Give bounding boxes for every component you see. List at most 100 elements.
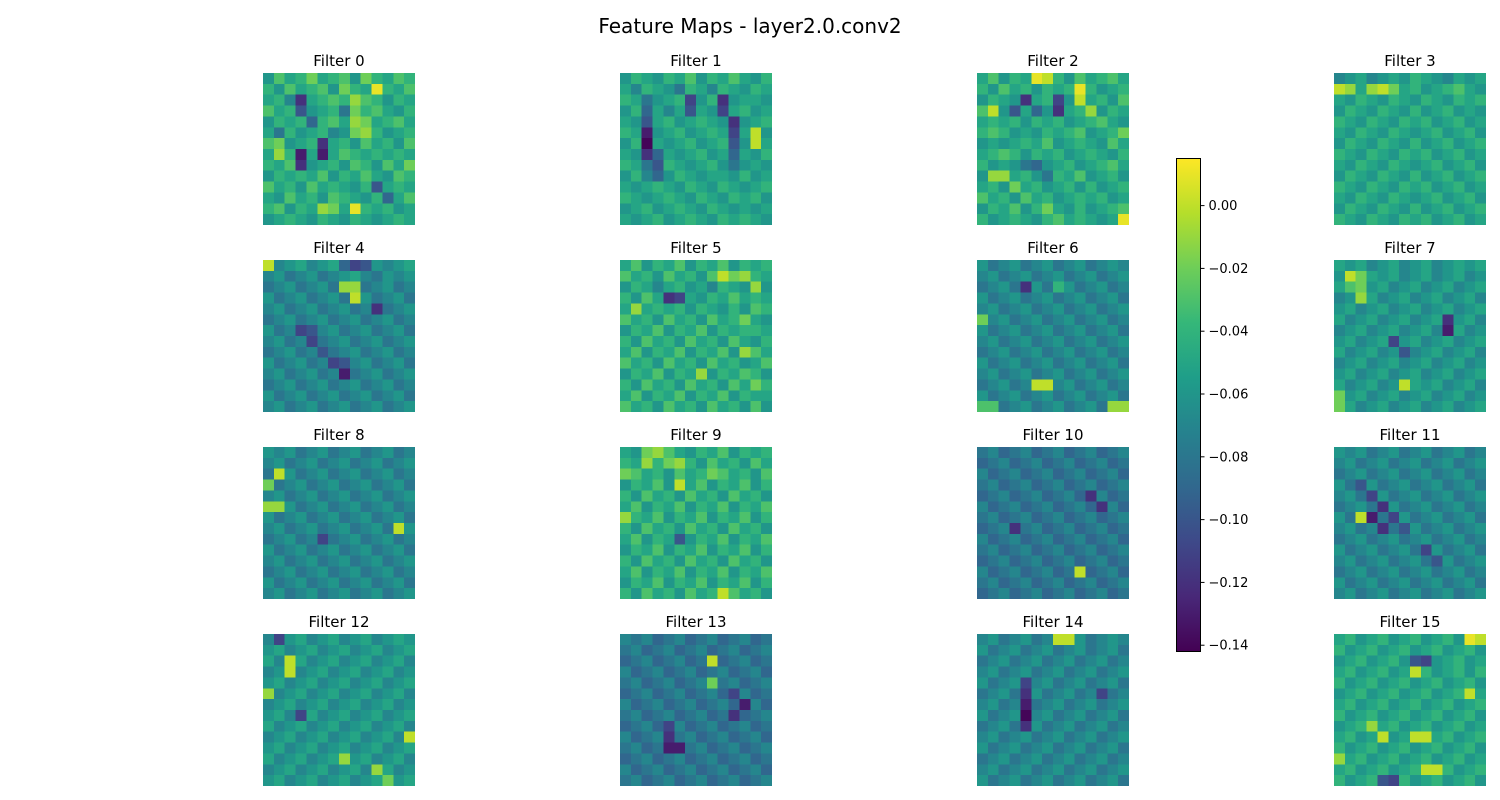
heatmap-cell	[1442, 644, 1454, 657]
heatmap-cell	[630, 303, 643, 315]
heatmap-cell	[1009, 742, 1021, 754]
heatmap-cell	[1431, 490, 1443, 502]
heatmap-cell	[998, 468, 1010, 480]
panel-title: Filter 9	[670, 426, 722, 444]
heatmap-cell	[371, 314, 383, 326]
heatmap-cell	[620, 149, 632, 161]
heatmap-cell	[306, 512, 318, 524]
heatmap-cell	[1107, 390, 1119, 402]
heatmap-cell	[382, 214, 394, 225]
heatmap-cell	[263, 138, 275, 150]
heatmap-cell	[1334, 159, 1346, 172]
heatmap-cell	[1085, 73, 1097, 85]
heatmap-cell	[1107, 73, 1119, 85]
heatmap-cell	[273, 720, 286, 733]
heatmap-cell	[977, 325, 989, 337]
heatmap-cell	[1475, 346, 1486, 359]
heatmap-cell	[1096, 368, 1108, 380]
heatmap-cell	[339, 764, 351, 776]
heatmap-cell	[998, 512, 1010, 524]
heatmap-cell	[1031, 401, 1043, 412]
heatmap-cell	[1053, 281, 1065, 293]
heatmap-cell	[761, 357, 772, 369]
heatmap-cell	[1020, 390, 1032, 402]
heatmap-cell	[1063, 401, 1076, 412]
heatmap-cell	[404, 699, 415, 711]
heatmap-cell	[1475, 170, 1486, 182]
heatmap-cell	[1464, 401, 1476, 412]
heatmap-cell	[1063, 457, 1076, 470]
heatmap-cell	[1442, 379, 1454, 391]
heatmap-cell	[728, 368, 740, 380]
heatmap-cell	[1042, 523, 1054, 535]
heatmap-cell	[1096, 214, 1108, 225]
heatmap-cell	[696, 325, 708, 337]
heatmap-cell	[641, 357, 653, 369]
heatmap-cell	[1388, 314, 1400, 326]
heatmap-cell	[317, 159, 329, 172]
heatmap-cell	[761, 720, 772, 733]
heatmap-cell	[1063, 666, 1076, 678]
heatmap-cell	[1096, 742, 1108, 754]
heatmap-cell	[393, 336, 405, 348]
heatmap-cell	[1442, 401, 1454, 412]
heatmap-cell	[1063, 710, 1076, 722]
heatmap-cell	[696, 468, 708, 480]
heatmap-cell	[1118, 149, 1129, 161]
heatmap-cell	[620, 325, 632, 337]
heatmap-cell	[706, 555, 719, 567]
heatmap-cell	[1442, 368, 1454, 380]
heatmap-cell	[317, 127, 329, 139]
heatmap-cell	[1096, 753, 1108, 765]
heatmap-cell	[620, 490, 632, 502]
heatmap-cell	[1020, 753, 1032, 765]
heatmap-cell	[1453, 260, 1465, 272]
heatmap-cell	[641, 523, 653, 535]
heatmap-cell	[1020, 566, 1032, 578]
heatmap-cell	[1344, 577, 1357, 589]
heatmap-cell	[328, 401, 340, 412]
heatmap-cell	[295, 742, 307, 754]
heatmap-cell	[685, 555, 697, 567]
heatmap-cell	[750, 390, 762, 402]
heatmap-cell	[641, 490, 653, 502]
heatmap-cell	[1355, 490, 1367, 502]
heatmap-cell	[393, 753, 405, 765]
heatmap-cell	[728, 666, 740, 678]
heatmap-cell	[652, 666, 664, 678]
heatmap-cell	[1042, 688, 1054, 700]
heatmap-cell	[339, 325, 351, 337]
heatmap-cell	[1042, 753, 1054, 765]
heatmap-cell	[371, 390, 383, 402]
heatmap-cell	[1096, 764, 1108, 776]
heatmap-cell	[1442, 83, 1454, 96]
heatmap-cell	[1053, 688, 1065, 700]
heatmap-cell	[1464, 303, 1476, 315]
heatmap-cell	[349, 149, 362, 161]
heatmap-cell	[1085, 192, 1097, 204]
heatmap-cell	[750, 170, 762, 182]
heatmap-cell	[393, 742, 405, 754]
heatmap-cell	[1388, 105, 1400, 117]
heatmap-cell	[1464, 390, 1476, 402]
heatmap-cell	[382, 775, 394, 786]
heatmap-cell	[652, 468, 664, 480]
heatmap-cell	[273, 138, 286, 150]
heatmap-1	[620, 73, 772, 225]
heatmap-cell	[1344, 192, 1357, 204]
heatmap-cell	[1420, 775, 1433, 786]
heatmap-cell	[706, 127, 719, 139]
heatmap-cell	[1442, 127, 1454, 139]
heatmap-cell	[393, 281, 405, 293]
heatmap-cell	[1464, 753, 1476, 765]
heatmap-cell	[1009, 731, 1021, 743]
heatmap-cell	[1399, 501, 1411, 513]
heatmap-cell	[1453, 566, 1465, 578]
heatmap-cell	[1042, 720, 1054, 733]
heatmap-cell	[630, 457, 643, 470]
heatmap-cell	[273, 566, 286, 578]
heatmap-cell	[620, 303, 632, 315]
heatmap-cell	[685, 336, 697, 348]
heatmap-cell	[696, 634, 708, 646]
heatmap-cell	[641, 281, 653, 293]
